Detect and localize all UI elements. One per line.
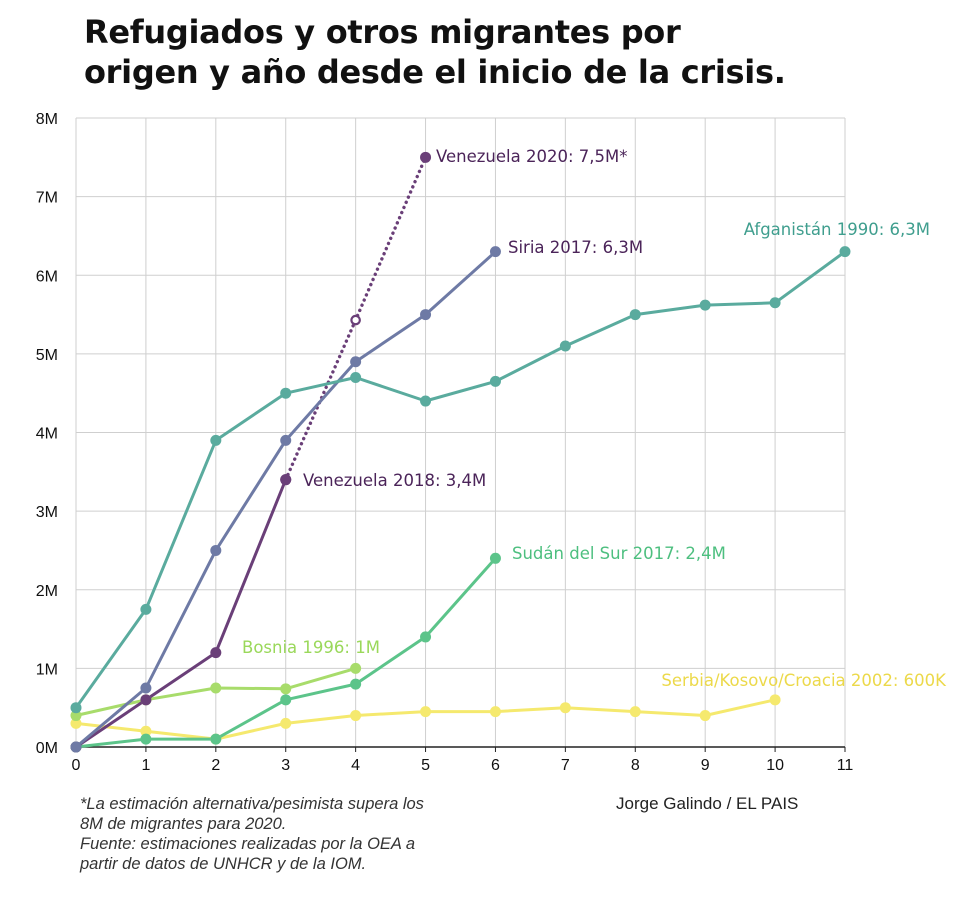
data-point-afganistan-1990: [280, 387, 292, 399]
data-point-afganistan-1990: [629, 309, 641, 321]
x-tick-label: 10: [766, 757, 784, 774]
y-tick-label: 0M: [36, 740, 58, 757]
data-point-sudan-del-sur-2017: [140, 733, 152, 745]
data-point-serbia-kosovo-croacia-2002: [280, 717, 292, 729]
data-point-afganistan-1990: [769, 297, 781, 309]
x-tick-label: 5: [421, 757, 430, 774]
data-point-venezuela-2018: [210, 647, 222, 659]
data-point-serbia-kosovo-croacia-2002: [559, 702, 571, 714]
series-line-venezuela-2018: [74, 478, 288, 749]
series-labels: Afganistán 1990: 6,3M Siria 2017: 6,3M Ven…: [242, 147, 947, 690]
series-label-venezuela-2020: Venezuela 2020: 7,5M*: [436, 147, 628, 166]
data-point-siria-2017: [70, 741, 82, 753]
axes: 0 1 2 3 4 5 6 7 8 9 10 11 0M 1M 2M 3M 4M 5M 6M 7M 8M: [36, 111, 854, 774]
x-tick-label: 8: [631, 757, 640, 774]
data-point-afganistan-1990: [210, 434, 222, 446]
data-point-bosnia-1996: [210, 682, 222, 694]
data-point-sudan-del-sur-2017: [489, 552, 501, 564]
series-label-venezuela-2018: Venezuela 2018: 3,4M: [303, 471, 486, 490]
data-point-afganistan-1990: [559, 340, 571, 352]
data-point-afganistan-1990: [699, 299, 711, 311]
data-point-afganistan-1990: [489, 375, 501, 387]
y-tick-label: 2M: [36, 583, 58, 600]
x-tick-label: 7: [561, 757, 570, 774]
data-point-siria-2017: [210, 544, 222, 556]
data-point-venezuela-2020: [420, 151, 432, 163]
chart-title: Refugiados y otros migrantes por origen …: [84, 12, 904, 92]
x-tick-label: 2: [211, 757, 220, 774]
series-lines: [74, 155, 847, 749]
series-label-sudan-del-sur-2017: Sudán del Sur 2017: 2,4M: [512, 544, 726, 563]
series-line-afganistan-1990: [74, 250, 847, 710]
data-point-serbia-kosovo-croacia-2002: [769, 694, 781, 706]
chart-title-line-1: Refugiados y otros migrantes por: [84, 13, 681, 51]
x-tick-label: 6: [491, 757, 500, 774]
y-tick-label: 4M: [36, 426, 58, 443]
series-markers: [70, 151, 851, 753]
data-point-serbia-kosovo-croacia-2002: [629, 706, 641, 718]
footnotes: *La estimación alternativa/pesimista sup…: [80, 794, 480, 874]
data-point-afganistan-1990: [70, 702, 82, 714]
data-point-serbia-kosovo-croacia-2002: [350, 710, 362, 722]
y-tick-label: 8M: [36, 111, 58, 128]
data-point-sudan-del-sur-2017: [210, 733, 222, 745]
series-label-afganistan-1990: Afganistán 1990: 6,3M: [744, 220, 930, 239]
y-tick-label: 3M: [36, 504, 58, 521]
x-tick-label: 0: [72, 757, 81, 774]
data-point-serbia-kosovo-croacia-2002: [70, 717, 82, 729]
data-point-bosnia-1996: [70, 710, 82, 722]
data-point-afganistan-1990: [350, 371, 362, 383]
data-point-serbia-kosovo-croacia-2002: [140, 725, 152, 737]
author-credit: Jorge Galindo / EL PAIS: [616, 794, 799, 813]
y-tick-label: 1M: [36, 661, 58, 678]
data-point-siria-2017: [140, 682, 152, 694]
x-tick-label: 4: [351, 757, 360, 774]
data-point-serbia-kosovo-croacia-2002: [699, 710, 711, 722]
data-point-venezuela-2018: [280, 474, 292, 486]
source-line-2: partir de datos de UNHCR y de la IOM.: [80, 855, 367, 873]
line-chart: 0 1 2 3 4 5 6 7 8 9 10 11 0M 1M 2M 3M 4M 5M 6M 7M 8M Afganis…: [36, 111, 947, 774]
data-point-siria-2017: [350, 356, 362, 368]
data-point-afganistan-1990: [140, 603, 152, 615]
data-point-afganistan-1990: [420, 395, 432, 407]
data-point-venezuela-2018: [140, 694, 152, 706]
series-label-serbia-kosovo-croacia-2002: Serbia/Kosovo/Croacia 2002: 600K: [661, 671, 947, 690]
data-point-afganistan-1990: [839, 246, 851, 258]
footnote-line-1: *La estimación alternativa/pesimista sup…: [80, 795, 424, 813]
data-point-siria-2017: [280, 434, 292, 446]
data-point-sudan-del-sur-2017: [420, 631, 432, 643]
gridlines: [75, 117, 846, 747]
data-point-serbia-kosovo-croacia-2002: [489, 706, 501, 718]
x-tick-label: 1: [141, 757, 150, 774]
data-point-bosnia-1996: [350, 662, 362, 674]
source-line-1: Fuente: estimaciones realizadas por la O…: [80, 835, 416, 853]
chart-title-line-2: origen y año desde el inicio de la crisi…: [84, 53, 786, 91]
series-label-siria-2017: Siria 2017: 6,3M: [508, 238, 643, 257]
x-tick-label: 9: [701, 757, 710, 774]
data-point-siria-2017: [420, 309, 432, 321]
x-tick-label: 3: [281, 757, 290, 774]
data-point-siria-2017: [489, 246, 501, 258]
data-point-sudan-del-sur-2017: [280, 694, 292, 706]
series-label-bosnia-1996: Bosnia 1996: 1M: [242, 638, 380, 657]
data-point-serbia-kosovo-croacia-2002: [420, 706, 432, 718]
x-tick-label: 11: [837, 757, 854, 774]
data-point-sudan-del-sur-2017: [350, 678, 362, 690]
data-point-bosnia-1996: [280, 683, 292, 695]
y-tick-label: 6M: [36, 268, 58, 285]
data-point-venezuela-2020: [350, 314, 361, 326]
y-tick-label: 5M: [36, 347, 58, 364]
footnote-line-2: 8M de migrantes para 2020.: [80, 815, 287, 833]
y-tick-label: 7M: [36, 190, 58, 207]
